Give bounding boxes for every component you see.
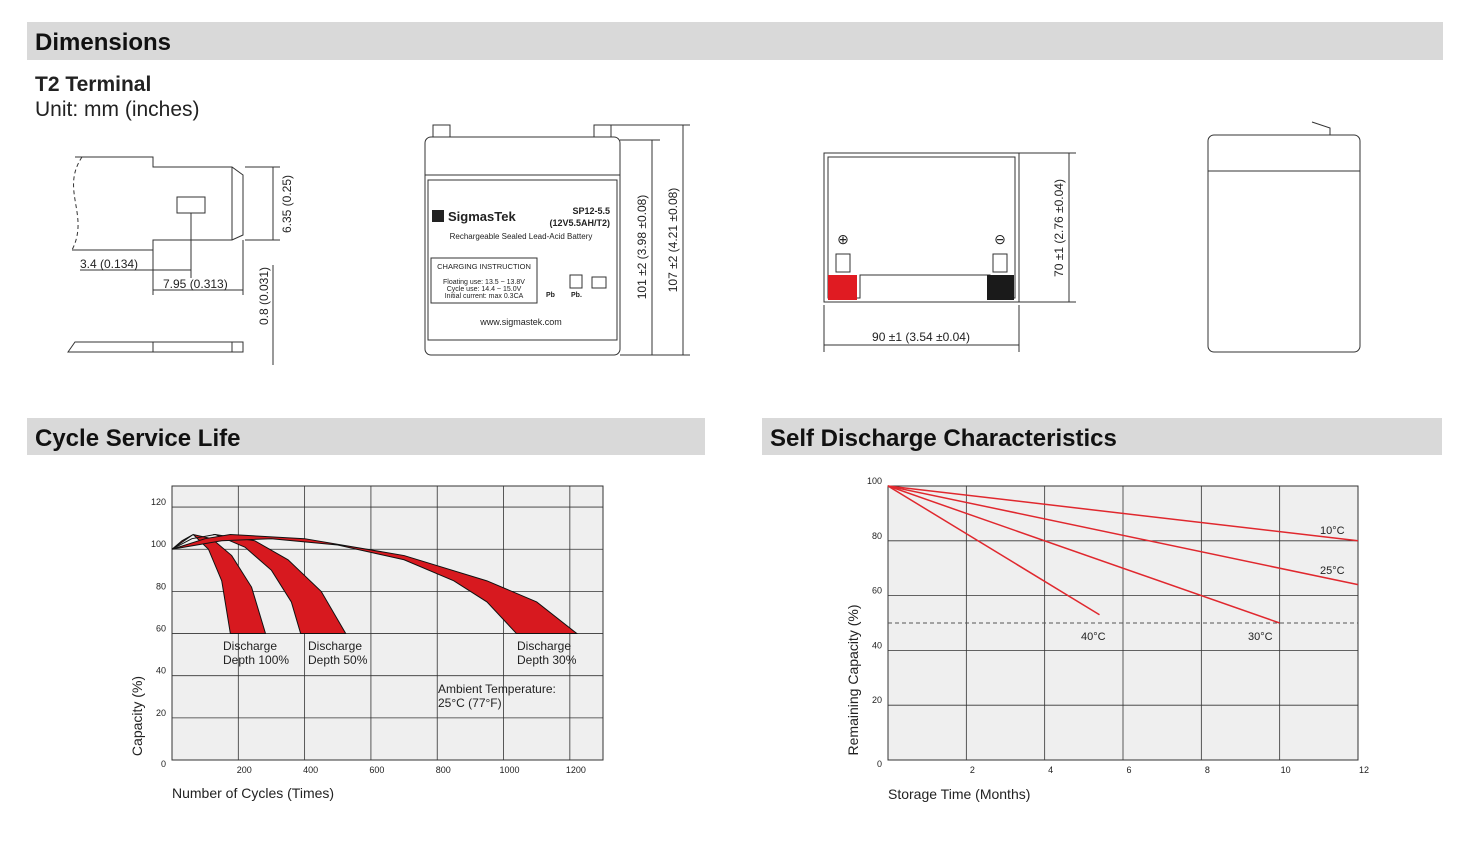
y-tick-label: 80 (872, 531, 882, 541)
section-title: Self Discharge Characteristics (770, 425, 1117, 452)
x-tick-label: 2 (970, 765, 975, 775)
dimension-label: 90 ±1 (3.54 ±0.04) (872, 330, 970, 344)
series-label: 30°C (1248, 631, 1273, 643)
x-axis-title: Number of Cycles (Times) (172, 785, 334, 801)
logo (432, 210, 444, 222)
y-tick-label: 60 (156, 624, 166, 634)
dimension-label: 107 ±2 (4.21 ±0.08) (666, 188, 680, 293)
y-tick-label: 120 (151, 497, 166, 507)
annotation: 25°C (77°F) (438, 696, 502, 710)
description: Rechargeable Sealed Lead-Acid Battery (450, 232, 593, 241)
x-tick-label: 8 (1205, 765, 1210, 775)
y-tick-label: 0 (877, 759, 882, 769)
series-label: 10°C (1320, 525, 1345, 537)
charging-title: CHARGING INSTRUCTION (437, 262, 531, 271)
line (887, 485, 1359, 542)
top-view: ⊕ ⊖ 70 ±1 (2.76 ±0.04) 90 ±1 (3.54 ±0.04… (823, 152, 1076, 352)
x-tick-label: 1000 (500, 765, 520, 775)
pb-label: Pb. (571, 292, 582, 299)
dimension-label: 0.8 (0.031) (257, 267, 271, 325)
capacity-band (171, 533, 579, 635)
charging-line: Initial current: max 0.3CA (445, 293, 524, 300)
x-tick-label: 4 (1048, 765, 1053, 775)
annotation: Depth 100% (223, 653, 289, 667)
y-tick-label: 20 (872, 695, 882, 705)
annotation: Discharge (517, 639, 571, 653)
line (887, 485, 1100, 616)
annotation: Discharge (308, 639, 362, 653)
annotation: Discharge (223, 639, 277, 653)
line (887, 485, 1359, 586)
charging-line: Cycle use: 14.4 ~ 15.0V (447, 286, 522, 293)
negative-symbol: ⊖ (994, 231, 1006, 247)
x-tick-label: 800 (436, 765, 451, 775)
website: www.sigmastek.com (479, 317, 562, 327)
section-header (762, 418, 1442, 455)
section-title: Cycle Service Life (35, 425, 240, 452)
x-tick-label: 400 (303, 765, 318, 775)
positive-symbol: ⊕ (837, 231, 849, 247)
dimension-label: 70 ±1 (2.76 ±0.04) (1052, 179, 1066, 277)
y-tick-label: 80 (156, 581, 166, 591)
x-tick-label: 600 (369, 765, 384, 775)
annotation: Ambient Temperature: (438, 682, 556, 696)
x-tick-label: 1200 (566, 765, 586, 775)
side-view (1207, 121, 1361, 353)
pb-label: Pb (546, 292, 555, 299)
charging-line: Floating use: 13.5 ~ 13.8V (443, 279, 525, 286)
line (887, 485, 1280, 624)
x-axis-title: Storage Time (Months) (888, 786, 1030, 802)
front-view: SigmasTek SP12-5.5 (12V5.5AH/T2) Recharg… (424, 124, 690, 356)
y-tick-label: 100 (151, 539, 166, 549)
positive-terminal (828, 275, 857, 300)
y-tick-label: 20 (156, 708, 166, 718)
dimension-label: 6.35 (0.25) (280, 175, 294, 233)
section-header (27, 22, 1443, 60)
model: SP12-5.5 (572, 206, 610, 216)
y-tick-label: 40 (872, 640, 882, 650)
subtitle: T2 Terminal (35, 73, 151, 96)
x-tick-label: 6 (1126, 765, 1131, 775)
series-label: 40°C (1081, 631, 1106, 643)
y-axis-title: Capacity (%) (129, 676, 145, 756)
annotation: Depth 30% (517, 653, 577, 667)
section-title: Dimensions (35, 29, 171, 56)
unit: Unit: mm (inches) (35, 98, 200, 121)
series-label: 25°C (1320, 565, 1345, 577)
y-tick-label: 0 (161, 759, 166, 769)
x-tick-label: 200 (237, 765, 252, 775)
brand: SigmasTek (448, 209, 516, 224)
rating: (12V5.5AH/T2) (549, 218, 610, 228)
cycle-chart: 200 400 600 800 1000 1200 0 20 40 60 80 100 120 (151, 485, 604, 775)
x-tick-label: 12 (1359, 765, 1369, 775)
negative-terminal (987, 275, 1014, 300)
dimension-label: 3.4 (0.134) (80, 257, 138, 271)
y-tick-label: 60 (872, 586, 882, 596)
dimension-label: 7.95 (0.313) (163, 277, 228, 291)
y-tick-label: 100 (867, 476, 882, 486)
x-tick-label: 10 (1281, 765, 1291, 775)
section-header (27, 418, 705, 455)
dimension-label: 101 ±2 (3.98 ±0.08) (635, 195, 649, 300)
terminal-drawing: 3.4 (0.134) 7.95 (0.313) 6.35 (0.25) 0.8… (67, 156, 294, 365)
y-tick-label: 40 (156, 666, 166, 676)
self-discharge-chart: 2 4 6 8 10 12 0 20 40 60 80 100 (867, 476, 1369, 775)
plot-border (171, 485, 604, 761)
annotation: Depth 50% (308, 653, 368, 667)
y-axis-title: Remaining Capacity (%) (845, 605, 861, 756)
